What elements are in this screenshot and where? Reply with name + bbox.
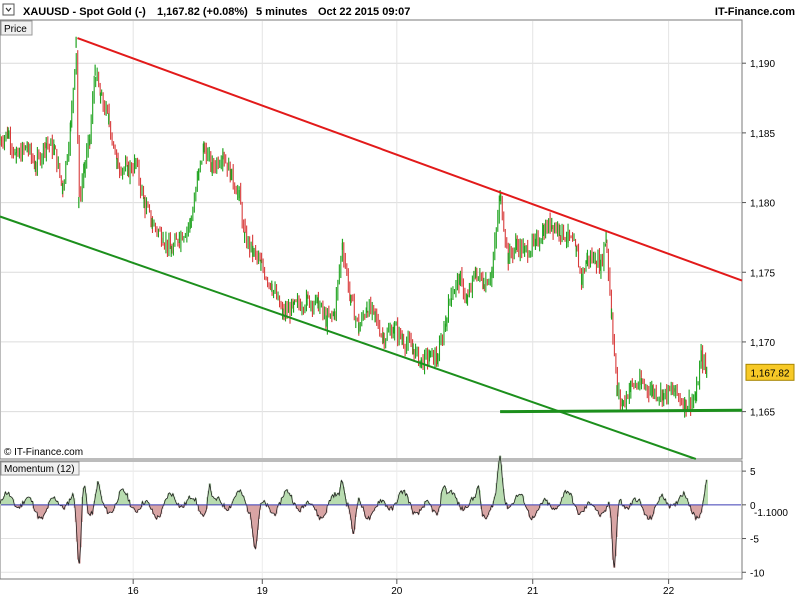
price-tick-label: 1,165 [750,408,775,419]
header-bar [0,0,800,20]
price-tick-label: 1,185 [750,129,775,140]
momentum-tick-label: 0 [750,501,756,512]
momentum-tick-label: 5 [750,467,756,478]
time-tick-label: 21 [527,586,539,597]
header-symbol: XAUUSD - Spot Gold (-) [23,6,146,18]
last-price-tag-text: 1,167.82 [751,368,790,379]
momentum-gridlines [1,462,741,578]
momentum-tab[interactable]: Momentum (12) [0,461,80,476]
time-tick-label: 20 [391,586,403,597]
support-line[interactable] [500,408,743,414]
momentum-current-value: -1.1000 [754,508,788,519]
price-axis: 1,165 1,170 1,175 1,180 1,185 1,190 [742,59,775,419]
time-tick-label: 19 [257,586,269,597]
header-collapse-icon[interactable] [2,3,15,16]
header-timeframe: 5 minutes [256,6,307,18]
momentum-tick-label: -10 [750,568,765,579]
trendlines [0,37,743,460]
time-tick-label: 22 [663,586,675,597]
last-price-tag: 1,167.82 [745,363,795,381]
momentum-tick-label: -5 [750,535,759,546]
time-axis: 16 19 20 21 22 [128,579,675,597]
price-tab[interactable]: Price [0,20,33,36]
header-brand: IT-Finance.com [715,6,795,18]
momentum-tab-label: Momentum (12) [4,464,75,475]
price-series [0,36,708,418]
header-datetime: Oct 22 2015 09:07 [318,6,410,18]
price-tick-label: 1,190 [750,59,775,70]
price-tab-label: Price [4,24,27,35]
header-price-change: 1,167.82 (+0.08%) [157,6,248,18]
price-tick-label: 1,175 [750,268,775,279]
resistance-trendline[interactable] [77,37,743,282]
lower-channel-trendline[interactable] [0,215,697,460]
watermark: © IT-Finance.com [4,447,83,458]
price-tick-label: 1,170 [750,338,775,349]
momentum-axis: 5 0 -5 -10 [742,467,765,579]
time-tick-label: 16 [128,586,140,597]
last-price-tag-box [745,363,795,381]
price-tick-label: 1,180 [750,199,775,210]
momentum-panel [0,460,743,580]
momentum-line [0,455,708,568]
momentum-series [0,455,741,568]
